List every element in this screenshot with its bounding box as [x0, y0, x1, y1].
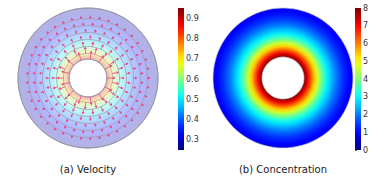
- svg-text:8: 8: [363, 4, 368, 13]
- svg-text:4: 4: [363, 75, 368, 84]
- svg-text:0.7: 0.7: [186, 54, 199, 63]
- svg-text:3: 3: [363, 92, 368, 101]
- svg-text:0.8: 0.8: [186, 34, 199, 43]
- svg-text:(b) Concentration: (b) Concentration: [239, 164, 327, 175]
- svg-text:0.3: 0.3: [186, 135, 199, 144]
- svg-text:0: 0: [363, 146, 368, 155]
- svg-text:7: 7: [363, 21, 368, 30]
- svg-text:0.6: 0.6: [186, 75, 199, 84]
- svg-text:0.4: 0.4: [186, 115, 199, 124]
- svg-text:6: 6: [363, 39, 368, 48]
- svg-text:2: 2: [363, 110, 368, 119]
- svg-text:(a) Velocity: (a) Velocity: [60, 164, 116, 175]
- svg-text:0.5: 0.5: [186, 95, 199, 104]
- svg-text:0.9: 0.9: [186, 14, 199, 23]
- svg-text:1: 1: [363, 128, 368, 137]
- svg-text:5: 5: [363, 57, 368, 66]
